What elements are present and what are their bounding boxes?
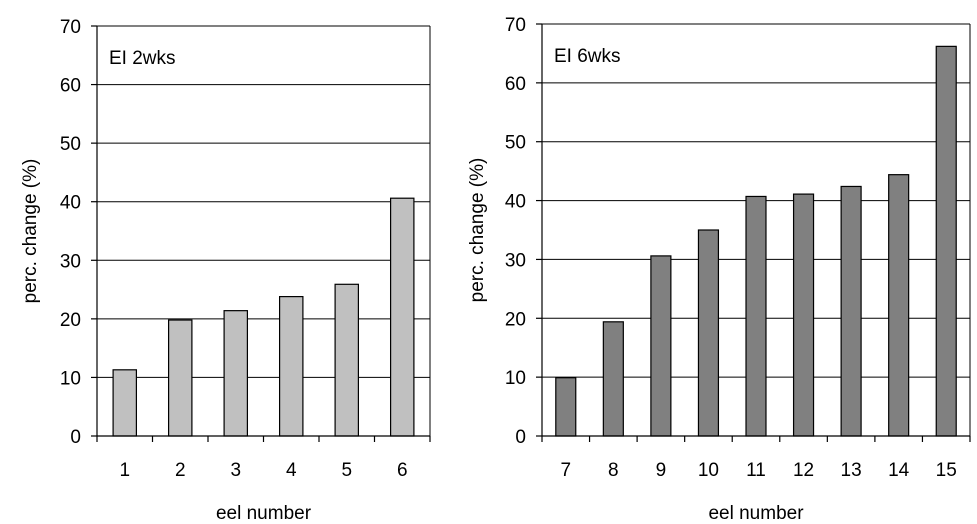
panel-annotation: EI 6wks [554, 46, 621, 67]
y-tick-label: 40 [505, 192, 526, 213]
x-tick-label: 11 [746, 460, 766, 481]
bar [389, 197, 415, 437]
bar [888, 174, 910, 437]
y-tick-label: 70 [505, 15, 526, 36]
x-tick-label: 15 [936, 460, 957, 481]
y-tick-label: 20 [505, 309, 526, 330]
x-tick-label: 8 [608, 460, 619, 481]
chart-panel-1: 0 10 20 30 40 50 60 70 1 2 3 4 5 6 eel number perc. cha… [20, 17, 431, 524]
y-tick-label: 10 [60, 368, 81, 389]
y-tick-label: 0 [515, 427, 526, 448]
bar [278, 296, 304, 437]
y-tick-label: 10 [505, 368, 526, 389]
y-axis-title: perc. change (%) [20, 159, 41, 304]
bar [792, 193, 815, 437]
y-tick-label: 20 [60, 310, 81, 331]
x-tick-label: 2 [175, 460, 186, 481]
bar [555, 377, 577, 437]
panel-annotation: EI 2wks [109, 48, 176, 69]
bar [112, 369, 138, 437]
y-tick-label: 0 [70, 427, 81, 448]
bar [167, 319, 193, 437]
x-tick-label: 6 [397, 460, 408, 481]
x-tick-label: 4 [286, 460, 297, 481]
y-tick-label: 70 [60, 17, 81, 38]
chart-panel-2: 0 10 20 30 40 50 60 70 7 8 9 10 11 12 13 14 15 eel number… [467, 15, 971, 524]
y-tick-label: 30 [60, 251, 81, 272]
x-tick-label: 12 [793, 460, 814, 481]
bar [935, 45, 957, 437]
x-tick-label: 3 [230, 460, 241, 481]
x-tick-label: 10 [698, 460, 719, 481]
x-axis-title: eel number [216, 503, 312, 524]
x-tick-label: 13 [841, 460, 862, 481]
y-tick-label: 50 [60, 134, 81, 155]
y-tick-label: 60 [505, 74, 526, 95]
bar [602, 321, 624, 437]
x-tick-label: 7 [560, 460, 571, 481]
bar [840, 185, 862, 437]
y-axis-title: perc. change (%) [467, 158, 488, 303]
bar [223, 310, 249, 437]
x-tick-label: 14 [888, 460, 910, 481]
y-tick-label: 50 [505, 133, 526, 154]
bar [697, 229, 720, 437]
y-tick-label: 30 [505, 250, 526, 271]
y-tick-label: 40 [60, 193, 81, 214]
bar [650, 255, 672, 437]
x-tick-label: 1 [119, 460, 130, 481]
x-axis-title: eel number [708, 503, 804, 524]
bar [334, 283, 360, 437]
x-tick-label: 5 [341, 460, 352, 481]
y-tick-label: 60 [60, 76, 81, 97]
x-tick-label: 9 [656, 460, 667, 481]
bar [745, 195, 767, 437]
